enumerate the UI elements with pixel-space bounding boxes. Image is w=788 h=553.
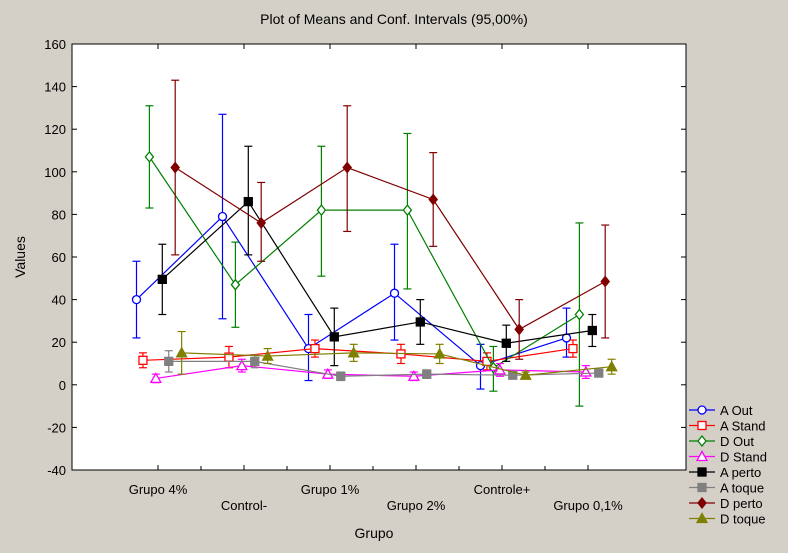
data-point [568, 343, 578, 354]
data-point [170, 161, 181, 174]
y-tick-label: -40 [47, 463, 66, 478]
series-line [181, 352, 612, 376]
legend-label: D perto [720, 496, 763, 511]
data-point [138, 355, 148, 365]
x-axis-label: Grupo [355, 525, 394, 541]
y-tick-label: 40 [52, 293, 66, 308]
data-point [428, 193, 439, 206]
plot-area [71, 43, 687, 471]
legend-marker [697, 434, 707, 448]
data-point [336, 371, 346, 381]
data-point [587, 325, 597, 336]
series-group [131, 79, 618, 407]
data-point [347, 346, 360, 358]
data-point [250, 356, 260, 367]
data-point [256, 216, 267, 229]
data-point [243, 196, 253, 207]
series-d-toque [175, 330, 618, 380]
data-point [342, 161, 353, 174]
legend-marker [695, 512, 709, 524]
y-tick-label: 140 [44, 80, 66, 95]
legend-marker [697, 482, 707, 493]
y-tick-label: 80 [52, 207, 66, 222]
legend-label: A Stand [720, 419, 766, 434]
data-point [422, 369, 432, 379]
data-point [316, 204, 327, 217]
legend-label: D Stand [720, 450, 767, 465]
data-point [600, 275, 611, 288]
x-axis-ticks: Grupo 4% Control- Grupo 1% Grupo 2% Controle… [129, 44, 623, 513]
y-tick-label: 20 [52, 335, 66, 350]
legend-label: D Out [720, 434, 754, 449]
y-tick-label: 100 [44, 165, 66, 180]
legend-label: D toque [720, 512, 766, 527]
series-a-perto [157, 145, 597, 367]
y-tick-label: 0 [59, 378, 66, 393]
series-d-out [144, 105, 585, 407]
x-tick-label: Grupo 4% [129, 482, 188, 497]
data-point [230, 278, 241, 291]
chart-title: Plot of Means and Conf. Intervals (95,00… [260, 11, 528, 27]
x-tick-label: Control- [221, 498, 267, 513]
y-tick-label: 160 [44, 37, 66, 52]
legend-marker [695, 450, 709, 462]
legend-marker [697, 467, 707, 477]
data-point [261, 349, 274, 361]
data-point [235, 359, 248, 371]
data-point [329, 332, 339, 342]
data-point [402, 204, 413, 217]
series-d-perto [170, 79, 611, 360]
legend-label: A Out [720, 403, 753, 418]
legend-marker [697, 420, 707, 431]
data-point [415, 317, 425, 327]
data-point [519, 368, 532, 380]
legend-label: A toque [720, 481, 764, 496]
data-point [407, 369, 420, 381]
data-point [389, 288, 400, 298]
series-line [174, 166, 606, 331]
data-point [157, 274, 167, 285]
data-point [144, 150, 155, 163]
series-line [136, 215, 567, 367]
series-line [148, 156, 580, 369]
series-line [142, 347, 574, 362]
data-point [594, 368, 604, 378]
data-point [574, 308, 585, 321]
legend-marker [697, 496, 707, 510]
data-point [508, 370, 518, 380]
legend-label: A perto [720, 465, 761, 480]
data-point [217, 211, 228, 222]
y-tick-label: 60 [52, 250, 66, 265]
data-point [164, 356, 174, 367]
series-line [161, 200, 593, 344]
data-point [605, 360, 618, 372]
x-tick-label: Grupo 2% [387, 498, 446, 513]
data-point [175, 346, 188, 358]
data-point [514, 323, 525, 336]
x-tick-label: Grupo 1% [301, 482, 360, 497]
y-tick-label: 120 [44, 122, 66, 137]
data-point [149, 372, 162, 384]
y-axis-label: Values [12, 236, 28, 278]
legend-marker [697, 405, 707, 415]
y-tick-label: -20 [47, 420, 66, 435]
data-point [501, 338, 511, 348]
data-point [310, 343, 320, 354]
x-tick-label: Controle+ [474, 482, 531, 497]
data-point [131, 294, 142, 305]
x-tick-label: Grupo 0,1% [553, 498, 623, 513]
y-axis-ticks: -40 -20 0 20 40 60 80 100 120 140 160 [44, 37, 686, 478]
data-point [433, 347, 446, 359]
